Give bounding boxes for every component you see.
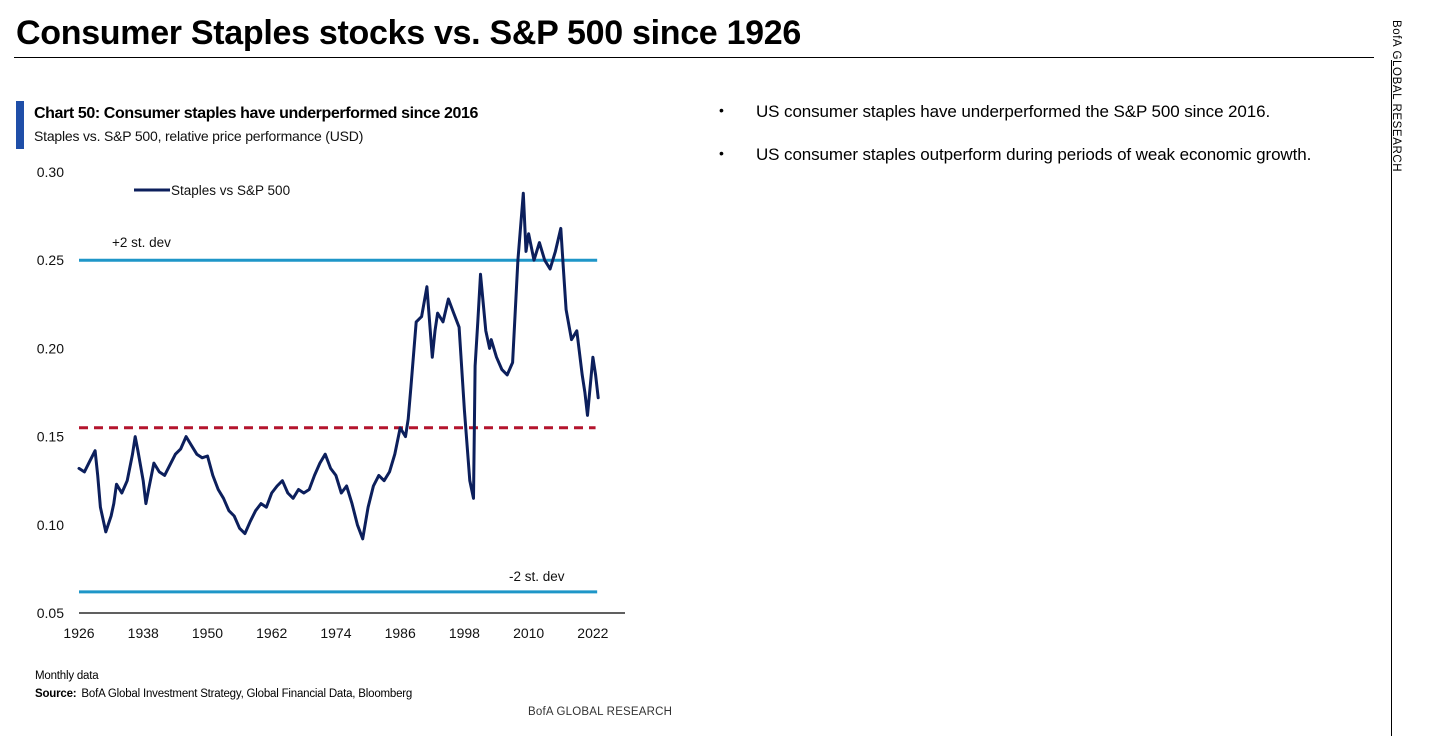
x-tick-label: 1974 [320,625,351,641]
x-tick-label: 1962 [256,625,287,641]
y-tick-label: 0.30 [37,164,64,180]
x-tick-label: 1950 [192,625,223,641]
chart-footnote: Monthly data [35,670,99,682]
watermark: BofA GLOBAL RESEARCH [528,706,673,718]
bullet-dot-icon: • [719,145,724,161]
x-tick-label: 1986 [385,625,416,641]
bullet-dot-icon: • [719,102,724,118]
chart-legend: Staples vs S&P 500 [134,183,290,198]
x-tick-label: 2010 [513,625,544,641]
x-tick-label: 1926 [63,625,94,641]
x-axis-ticks: 1926 1938 1950 1962 1974 1986 1998 2010 2022 [63,625,608,641]
chart-accent-bar [16,101,24,149]
x-tick-label: 1998 [449,625,480,641]
y-axis-ticks: 0.05 0.10 0.15 0.20 0.25 0.30 [37,164,64,621]
legend-label: Staples vs S&P 500 [171,183,290,198]
series-layer [77,191,600,541]
side-brand-label: BofA GLOBAL RESEARCH [1390,20,1402,173]
minus-2-stdev-label: -2 st. dev [509,569,565,584]
source-label: Source: [35,688,77,700]
plus-2-stdev-label: +2 st. dev [112,235,171,250]
chart-source: Source: BofA Global Investment Strategy, … [35,688,412,700]
y-tick-label: 0.25 [37,252,64,268]
y-tick-label: 0.15 [37,429,64,445]
y-tick-label: 0.05 [37,605,64,621]
line-chart: 0.05 0.10 0.15 0.20 0.25 0.30 1926 1938 1950 196… [37,164,625,641]
bullet-text: US consumer staples outperform during pe… [756,145,1312,164]
source-text: BofA Global Investment Strategy, Global … [81,688,413,700]
x-tick-label: 1938 [128,625,159,641]
reference-lines [79,258,598,594]
commentary-bullets: • US consumer staples have underperformed… [716,102,1311,188]
bullet-item: • US consumer staples outperform during p… [716,145,1311,165]
bullet-text: US consumer staples have underperformed … [756,102,1271,121]
side-divider [1391,60,1392,736]
page-title: Consumer Staples stocks vs. S&P 500 sinc… [16,14,802,52]
title-divider [14,57,1374,58]
y-tick-label: 0.20 [37,340,64,356]
bullet-item: • US consumer staples have underperformed… [716,102,1311,122]
y-tick-label: 0.10 [37,517,64,533]
x-tick-label: 2022 [577,625,608,641]
series-line-staples-vs-sp500 [77,191,600,541]
chart-title: Chart 50: Consumer staples have underper… [34,105,479,122]
chart-subtitle: Staples vs. S&P 500, relative price perf… [34,128,364,144]
